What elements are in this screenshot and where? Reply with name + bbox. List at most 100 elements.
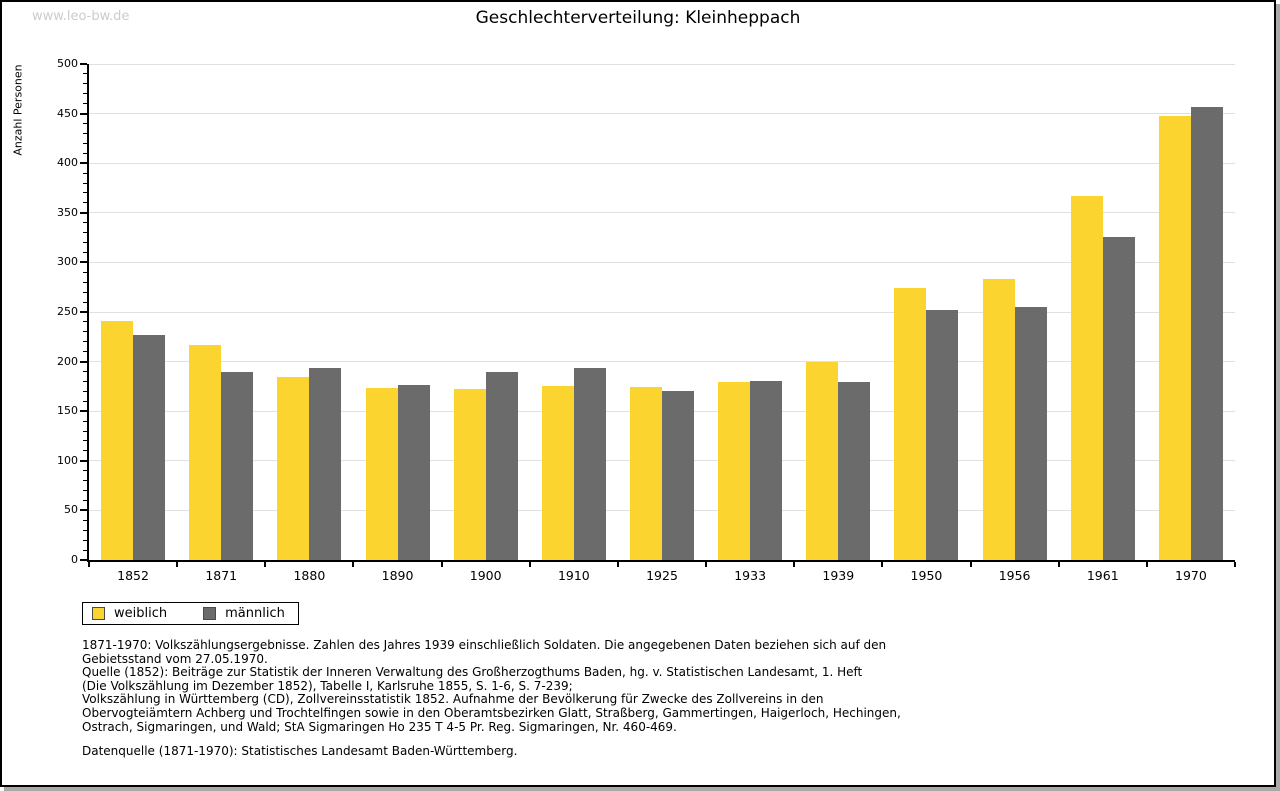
gridline <box>89 261 1235 263</box>
footnote-line: (Die Volkszählung im Dezember 1852), Tab… <box>82 678 573 693</box>
y-tick-minor <box>83 440 87 442</box>
y-tick-minor <box>83 351 87 353</box>
y-tick <box>80 311 87 313</box>
legend-label: weiblich <box>114 606 168 621</box>
bar-maennlich-1900 <box>485 371 518 560</box>
bar-maennlich-1956 <box>1014 307 1047 560</box>
x-tick <box>1234 562 1236 567</box>
bar-maennlich-1890 <box>397 385 430 560</box>
y-tick-label: 250 <box>57 305 78 318</box>
y-tick-minor <box>83 380 87 382</box>
y-tick <box>80 459 87 462</box>
legend-item-maennlich: männlich <box>203 606 285 621</box>
x-tick <box>969 562 972 567</box>
y-tick-label: 0 <box>71 553 78 566</box>
gridline <box>89 113 1235 115</box>
y-tick-label: 50 <box>64 503 78 517</box>
y-tick-minor <box>83 450 87 452</box>
bar-maennlich-1939 <box>838 382 871 560</box>
x-tick <box>88 562 90 567</box>
y-tick-minor <box>83 281 87 283</box>
y-tick-minor <box>83 242 87 244</box>
bar-weiblich-1939 <box>806 361 839 560</box>
x-tick-label: 1933 <box>734 568 767 583</box>
x-tick <box>1057 562 1060 567</box>
y-tick-minor <box>83 232 87 234</box>
bar-weiblich-1871 <box>189 344 222 560</box>
x-tick-label: 1956 <box>998 568 1031 583</box>
y-tick-label: 400 <box>57 156 78 170</box>
x-tick-label: 1950 <box>910 568 943 583</box>
x-tick-label: 1852 <box>117 568 149 583</box>
x-tick <box>176 562 179 567</box>
watermark: www.leo-bw.de <box>32 9 130 24</box>
y-tick-minor <box>83 529 87 531</box>
bar-maennlich-1910 <box>573 367 606 560</box>
bar-maennlich-1925 <box>662 391 694 560</box>
x-tick <box>1145 562 1148 567</box>
y-tick-minor <box>83 251 87 253</box>
plot-area: 0 50 100 150 200 250 300 350 400 450 500 1852 1871 18… <box>57 57 1236 583</box>
bar-weiblich-1950 <box>894 288 927 560</box>
gridline <box>89 162 1235 164</box>
bar-maennlich-1933 <box>750 381 783 560</box>
y-tick-minor <box>83 142 87 144</box>
bar-maennlich-1852 <box>133 334 166 560</box>
bar-maennlich-1970 <box>1190 106 1223 560</box>
y-tick-minor <box>83 499 87 501</box>
x-tick-label: 1871 <box>205 568 238 583</box>
y-tick <box>80 162 87 165</box>
x-tick <box>264 562 267 567</box>
footnote-line: Obervogteiämtern Achberg und Trochtelfin… <box>82 705 901 720</box>
y-tick-minor <box>83 470 87 472</box>
y-tick <box>80 509 87 512</box>
y-tick-minor <box>83 93 87 95</box>
bar-maennlich-1880 <box>309 367 342 560</box>
bar-maennlich-1961 <box>1102 236 1135 560</box>
gridline <box>89 63 1235 65</box>
bar-maennlich-1950 <box>926 310 959 560</box>
bar-maennlich-1871 <box>221 371 254 560</box>
y-tick <box>80 211 87 214</box>
y-tick <box>80 261 87 264</box>
y-tick-minor <box>83 371 87 373</box>
y-tick <box>80 360 87 363</box>
x-tick-label: 1961 <box>1086 568 1119 583</box>
y-tick-label: 100 <box>57 453 78 467</box>
y-tick-minor <box>83 539 87 541</box>
y-tick <box>80 63 87 65</box>
y-tick-minor <box>83 73 87 75</box>
y-tick-label: 350 <box>57 205 78 219</box>
y-tick-minor <box>83 390 87 392</box>
x-tick-label: 1939 <box>822 568 855 583</box>
chart-title: Geschlechterverteilung: Kleinheppach <box>475 8 801 28</box>
y-tick-minor <box>83 331 87 333</box>
gridline <box>89 212 1235 214</box>
y-tick-minor <box>83 400 87 402</box>
y-tick-minor <box>83 83 87 85</box>
x-tick-label: 1900 <box>469 568 502 583</box>
bar-weiblich-1910 <box>541 386 574 560</box>
bar-weiblich-1890 <box>365 388 398 560</box>
y-tick-minor <box>83 152 87 154</box>
y-tick-minor <box>83 192 87 194</box>
x-tick <box>440 562 443 567</box>
legend: weiblich männlich <box>82 602 299 625</box>
y-tick-minor <box>83 321 87 323</box>
y-tick-minor <box>83 271 87 273</box>
y-tick-minor <box>83 549 87 551</box>
x-tick <box>528 562 531 567</box>
footnote-line: Quelle (1852): Beiträge zur Statistik de… <box>82 665 863 680</box>
x-tick <box>793 562 796 567</box>
y-tick-minor <box>83 301 87 303</box>
y-tick <box>80 410 87 413</box>
bar-weiblich-1956 <box>982 279 1015 560</box>
y-tick-minor <box>83 182 87 184</box>
x-tick-label: 1910 <box>557 568 590 583</box>
x-tick <box>705 562 708 567</box>
legend-item-weiblich: weiblich <box>92 606 167 621</box>
y-tick-minor <box>83 490 87 492</box>
bar-weiblich-1880 <box>277 377 310 560</box>
datasource-note: Datenquelle (1871-1970): Statistisches L… <box>82 744 518 758</box>
y-tick-minor <box>83 123 87 125</box>
